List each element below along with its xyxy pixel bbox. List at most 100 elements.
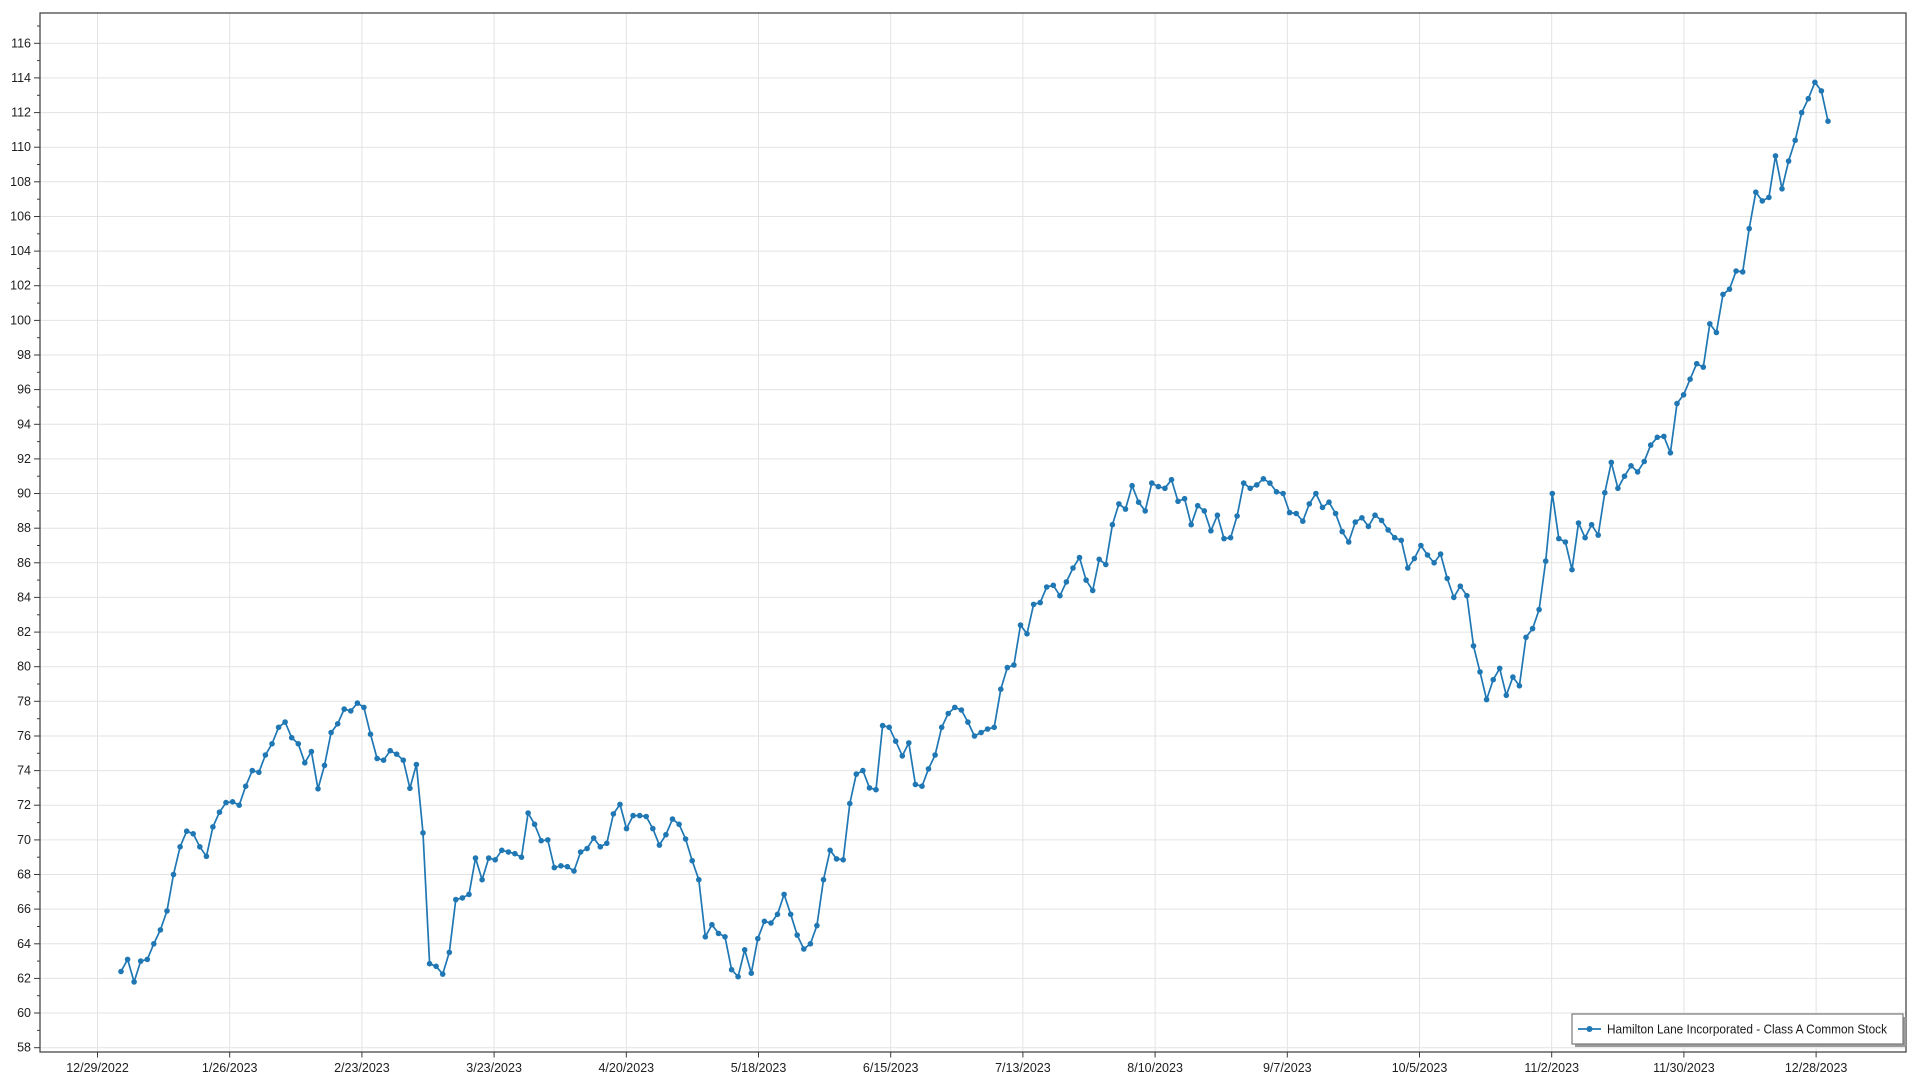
data-point: [1017, 622, 1024, 628]
data-point: [479, 876, 485, 883]
data-point: [1542, 558, 1549, 564]
data-point: [1135, 499, 1142, 506]
data-point: [1319, 504, 1326, 511]
data-point: [1798, 109, 1805, 116]
data-point: [407, 785, 413, 792]
x-tick-label: 4/20/2023: [598, 1061, 654, 1075]
data-point: [505, 849, 512, 855]
y-tick-label: 76: [17, 729, 31, 743]
data-point: [1713, 329, 1720, 336]
data-point: [978, 729, 984, 736]
data-point: [1674, 400, 1680, 407]
data-point: [124, 956, 131, 963]
data-point: [709, 921, 715, 928]
data-point: [1280, 490, 1286, 497]
data-point: [1096, 556, 1102, 563]
data-point: [1766, 194, 1772, 201]
data-point: [801, 946, 807, 952]
data-point: [584, 845, 590, 852]
x-tick-label: 12/28/2023: [1785, 1061, 1848, 1075]
data-point: [860, 767, 866, 774]
data-point: [748, 970, 755, 976]
data-point: [334, 721, 341, 727]
data-point: [328, 729, 334, 736]
y-tick-label: 108: [10, 175, 31, 189]
data-point: [1693, 360, 1700, 367]
y-tick-label: 100: [10, 313, 31, 327]
data-point: [728, 966, 735, 973]
data-point: [971, 733, 978, 739]
data-point: [1057, 592, 1063, 599]
y-tick-label: 86: [17, 556, 31, 570]
data-point: [249, 767, 256, 774]
data-point: [945, 710, 951, 717]
y-tick-label: 58: [17, 1041, 31, 1055]
data-point: [236, 802, 242, 808]
y-tick-label: 102: [10, 279, 31, 293]
data-point: [991, 724, 997, 731]
data-point: [1221, 535, 1227, 542]
data-point: [715, 930, 722, 937]
data-point: [1411, 555, 1418, 562]
data-point: [242, 783, 249, 789]
data-point: [1168, 476, 1175, 483]
data-point: [906, 740, 912, 746]
data-point: [722, 934, 728, 940]
x-tick-label: 6/15/2023: [863, 1061, 919, 1075]
data-point: [1805, 95, 1812, 102]
y-tick-label: 92: [17, 452, 31, 466]
data-point: [847, 800, 853, 807]
data-point: [1175, 498, 1181, 505]
data-point: [794, 932, 800, 938]
x-tick-label: 10/5/2023: [1392, 1061, 1448, 1075]
data-point: [433, 963, 439, 970]
data-point: [1451, 594, 1457, 601]
data-point: [1549, 490, 1556, 497]
data-point: [998, 686, 1004, 692]
data-point: [892, 738, 899, 744]
data-point: [669, 816, 676, 822]
x-tick-label: 2/23/2023: [334, 1061, 390, 1075]
data-point: [275, 724, 282, 731]
data-point: [485, 855, 492, 861]
data-point: [453, 896, 459, 903]
data-point: [1437, 551, 1444, 557]
data-point: [341, 706, 348, 712]
data-point: [1339, 528, 1345, 535]
x-tick-label: 7/13/2023: [995, 1061, 1051, 1075]
data-point: [1227, 534, 1234, 541]
data-point: [256, 769, 262, 776]
data-point: [571, 868, 577, 874]
data-point: [1254, 482, 1260, 488]
data-point: [321, 762, 328, 769]
data-point: [1332, 510, 1339, 517]
y-tick-label: 90: [17, 487, 31, 501]
data-point: [768, 920, 774, 926]
y-tick-label: 94: [17, 417, 31, 431]
data-point: [1234, 513, 1240, 519]
data-point: [197, 844, 203, 850]
data-point: [1142, 508, 1148, 514]
data-point: [551, 864, 558, 871]
x-tick-label: 12/29/2022: [66, 1061, 129, 1075]
data-point: [354, 700, 361, 706]
data-point: [216, 809, 223, 815]
data-point: [1050, 582, 1057, 589]
data-point: [590, 835, 597, 841]
data-point: [702, 934, 709, 940]
y-tick-label: 98: [17, 348, 31, 362]
data-point: [925, 766, 932, 772]
data-point: [1496, 665, 1503, 672]
data-point: [1647, 442, 1654, 448]
data-point: [1076, 554, 1083, 561]
data-point: [781, 891, 787, 898]
data-point: [1536, 606, 1542, 613]
data-point: [610, 811, 617, 817]
data-point: [393, 751, 400, 757]
data-point: [1759, 198, 1766, 204]
data-point: [1739, 269, 1746, 275]
data-point: [1490, 676, 1496, 683]
data-point: [1621, 473, 1628, 480]
